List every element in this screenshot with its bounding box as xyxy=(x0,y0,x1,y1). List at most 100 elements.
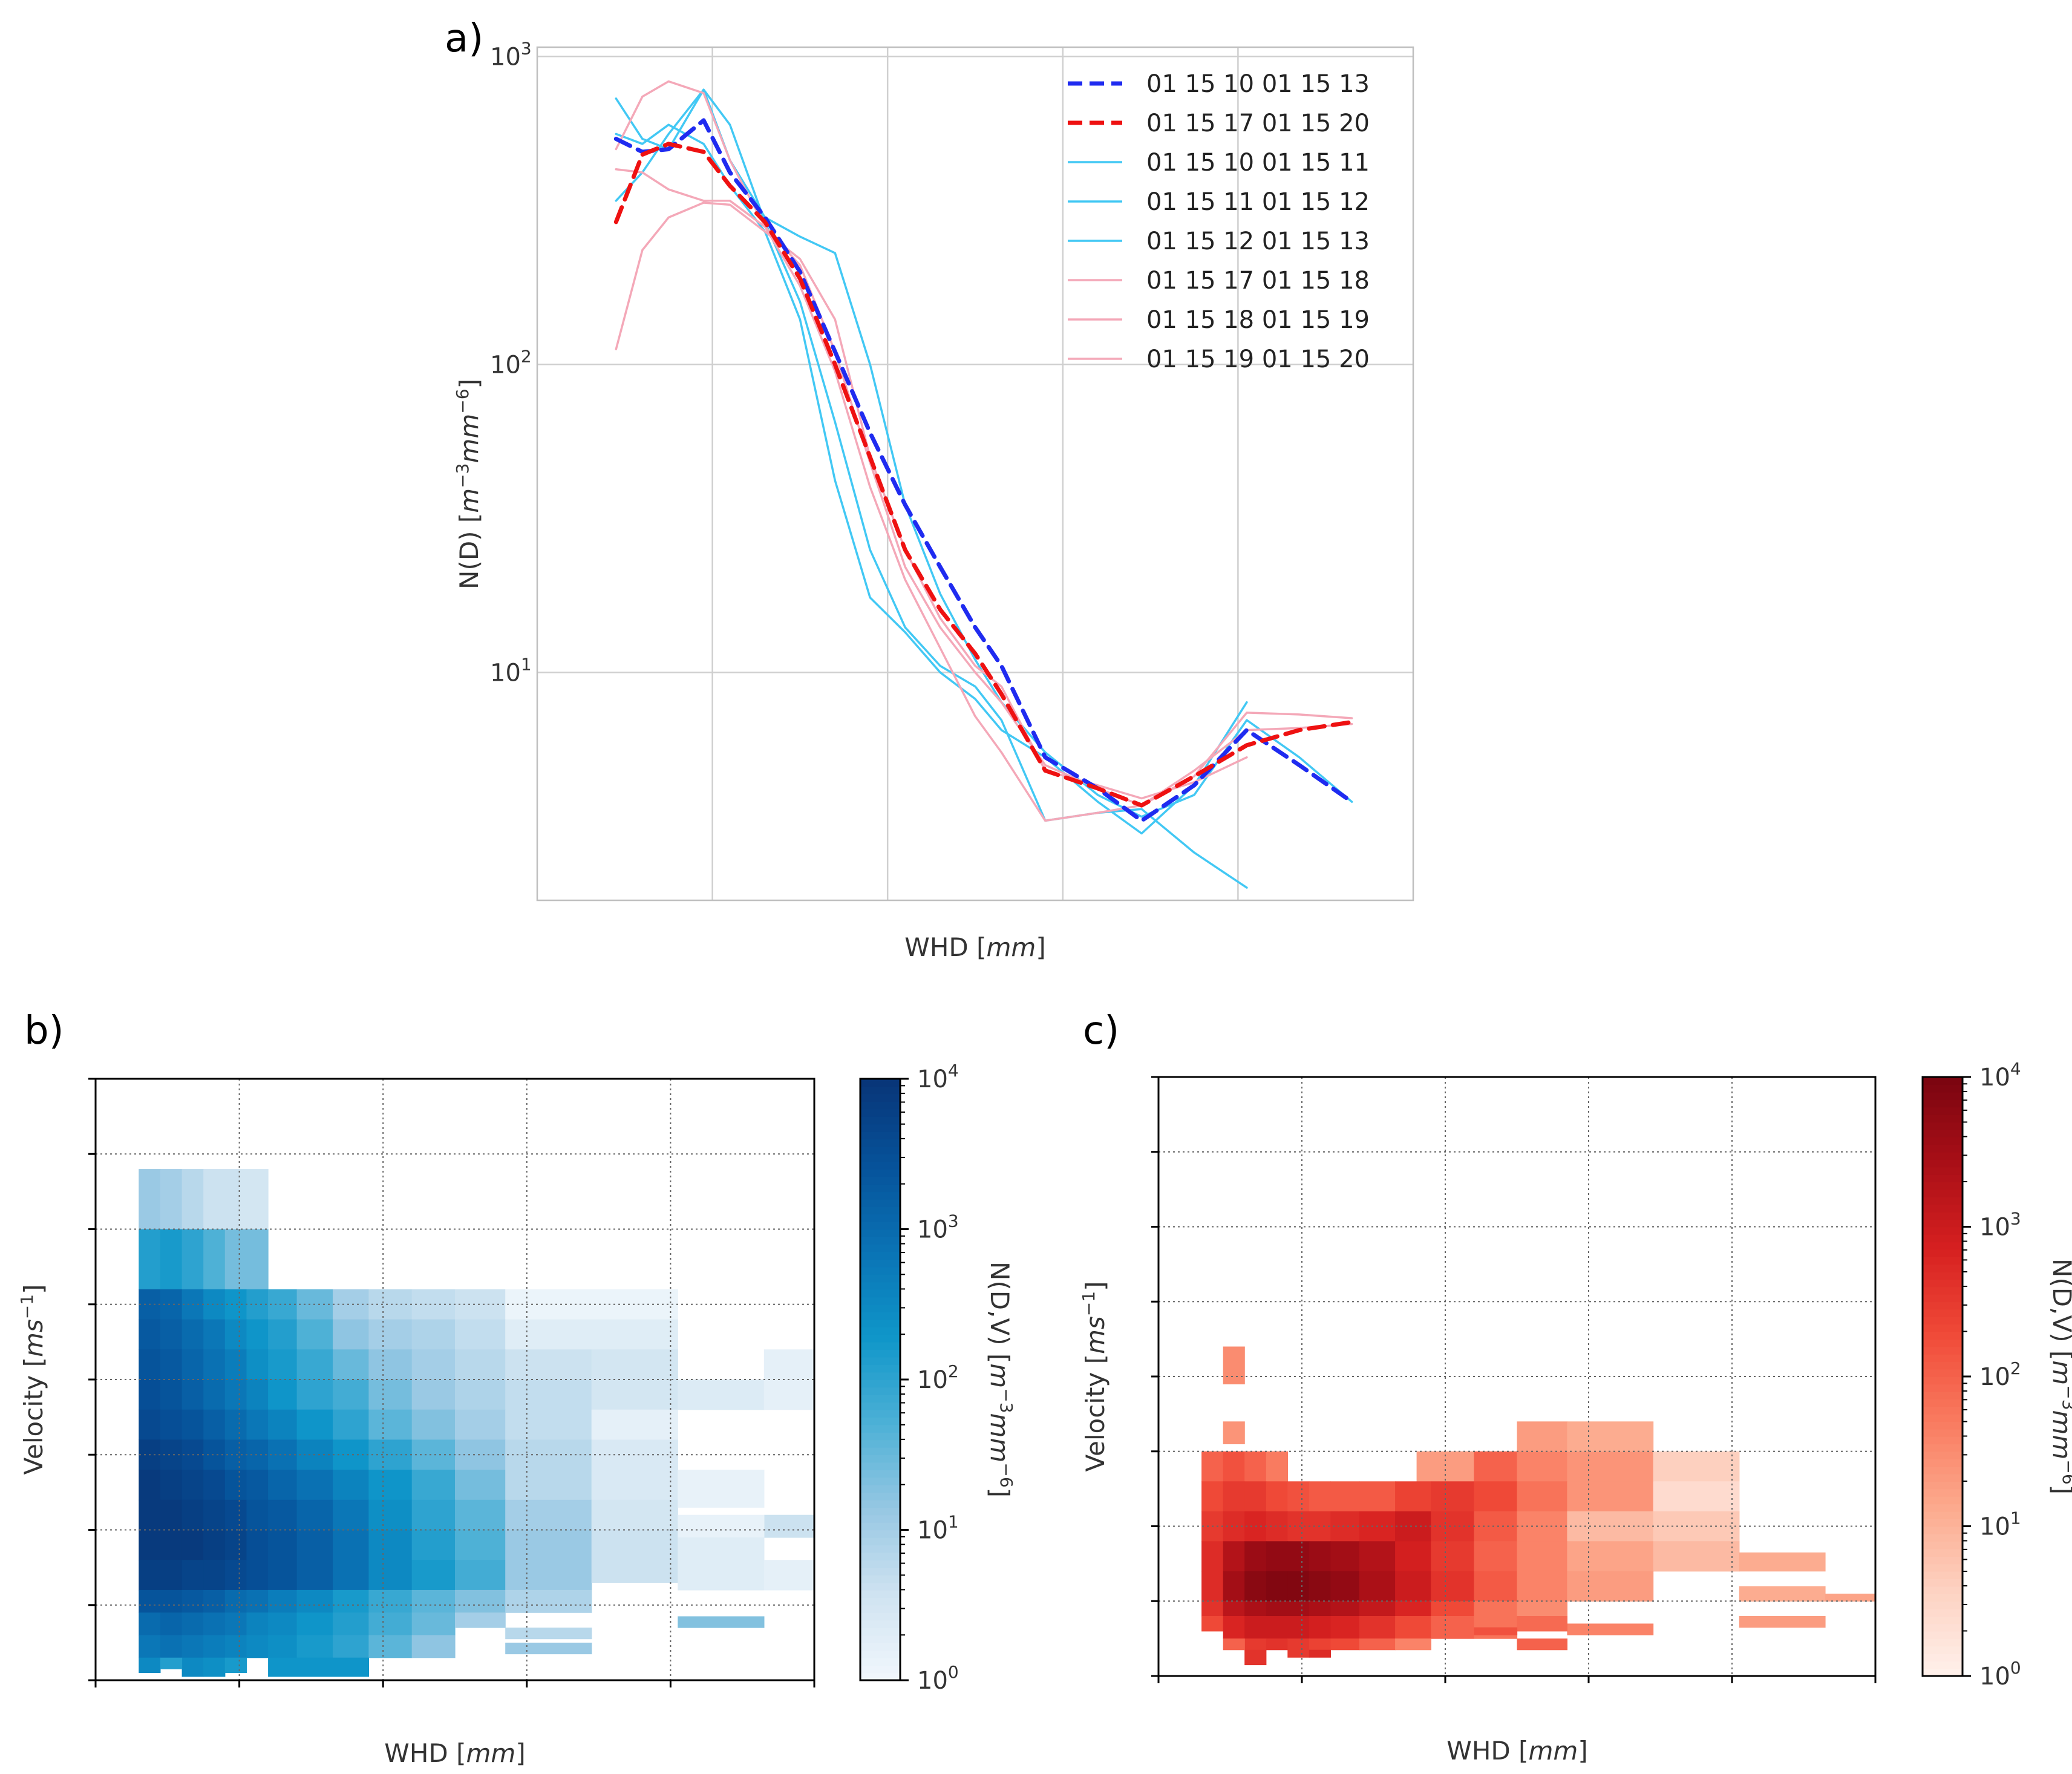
heatmap-cell xyxy=(411,1319,456,1350)
colorbar-step xyxy=(860,1605,900,1613)
colorbar-step xyxy=(1923,1257,1963,1265)
y-tick-label-base: 10 xyxy=(490,351,521,379)
heatmap-cell xyxy=(1223,1481,1245,1512)
heatmap-cell xyxy=(181,1589,204,1613)
heatmap-cell xyxy=(333,1612,369,1636)
colorbar-step xyxy=(860,1251,900,1260)
colorbar-step xyxy=(860,1589,900,1599)
heatmap-cell xyxy=(268,1470,298,1501)
heatmap-cell xyxy=(333,1589,369,1613)
heatmap-cell xyxy=(1359,1541,1396,1572)
heatmap-cell xyxy=(1287,1638,1310,1651)
panel-c: c) WHD [mm] Velocity [ms−1] 100101102103… xyxy=(1079,1009,2072,1766)
colorbar-step xyxy=(860,1312,900,1320)
colorbar-step xyxy=(860,1206,900,1215)
heatmap-cell xyxy=(1244,1649,1267,1666)
heatmap-cell xyxy=(224,1530,247,1560)
heatmap-cell xyxy=(268,1530,298,1560)
heatmap-cell xyxy=(139,1380,161,1410)
heatmap-cell xyxy=(1395,1638,1431,1651)
colorbar-step xyxy=(860,1409,900,1418)
colorbar-step xyxy=(860,1545,900,1553)
heatmap-cell xyxy=(160,1319,183,1350)
heatmap-cell xyxy=(1517,1541,1567,1572)
heatmap-cell xyxy=(296,1319,333,1350)
heatmap-cell xyxy=(1223,1638,1245,1651)
heatmap-cell xyxy=(203,1349,226,1380)
heatmap-cell xyxy=(1287,1481,1310,1512)
legend: 01 15 10 01 15 13 01 15 17 01 15 20 01 15 … xyxy=(1068,70,1370,373)
colorbar-step xyxy=(860,1086,900,1095)
heatmap-cell xyxy=(246,1319,269,1350)
heatmap-cell xyxy=(203,1657,226,1677)
heatmap-cell xyxy=(139,1499,161,1531)
heatmap-cell xyxy=(1201,1616,1224,1632)
colorbar-step xyxy=(1923,1593,1963,1602)
heatmap-cell xyxy=(505,1470,592,1501)
heatmap-cell xyxy=(203,1499,226,1531)
heatmap-cell xyxy=(268,1499,298,1531)
colorbar-step xyxy=(1923,1406,1963,1415)
heatmap-cell xyxy=(1223,1616,1245,1639)
panel-label-a: a) xyxy=(445,16,483,61)
heatmap-cell xyxy=(268,1589,298,1613)
heatmap-cell xyxy=(1287,1541,1310,1572)
colorbar-step xyxy=(1923,1286,1963,1295)
heatmap-cell xyxy=(1431,1616,1474,1639)
colorbar-step xyxy=(1923,1242,1963,1250)
colorbar-step xyxy=(860,1484,900,1493)
heatmap-cell xyxy=(160,1657,183,1669)
heatmap-cell xyxy=(591,1380,678,1410)
colorbar-step xyxy=(860,1507,900,1516)
heatmap-cell xyxy=(333,1560,369,1591)
heatmap-cell xyxy=(1395,1601,1431,1617)
heatmap-cell xyxy=(160,1499,183,1531)
heatmap-cell xyxy=(139,1319,161,1350)
heatmap-cell xyxy=(1739,1586,1826,1602)
heatmap-cell xyxy=(203,1319,226,1350)
heatmap-cell xyxy=(411,1409,456,1440)
heatmap-cell xyxy=(1567,1451,1654,1482)
series-line-1 xyxy=(613,142,1355,808)
heatmap-cell xyxy=(763,1514,815,1538)
heatmap-cell xyxy=(1201,1571,1224,1602)
heatmap-cell xyxy=(160,1380,183,1410)
colorbar-step xyxy=(1923,1369,1963,1377)
colorbar-step xyxy=(1923,1219,1963,1228)
colorbar-tick-label-exp: 2 xyxy=(2010,1358,2021,1378)
colorbar-step xyxy=(1923,1249,1963,1257)
heatmap-cell xyxy=(160,1560,183,1591)
colorbar-step xyxy=(860,1380,900,1388)
heatmap-cell xyxy=(181,1657,204,1677)
heatmap-cell xyxy=(1223,1541,1245,1572)
heatmap-cell xyxy=(1431,1571,1474,1602)
colorbar-tick-label-exp: 3 xyxy=(2010,1209,2021,1229)
heatmap-cell xyxy=(1244,1601,1267,1617)
colorbar-label: N(D,V) [m−3mm−6] xyxy=(985,1262,1016,1497)
colorbar-tick-label: 102 xyxy=(917,1361,959,1394)
heatmap-cell xyxy=(368,1319,413,1350)
colorbar-step xyxy=(1923,1563,1963,1572)
heatmap-cell xyxy=(203,1229,226,1290)
heatmap-cell xyxy=(678,1470,765,1508)
heatmap-cell xyxy=(1309,1616,1331,1639)
heatmap-cell xyxy=(160,1349,183,1380)
colorbar-step xyxy=(1923,1309,1963,1317)
heatmap-cell xyxy=(1244,1616,1267,1639)
colorbar-tick-label-exp: 0 xyxy=(2010,1658,2021,1678)
heatmap-cell xyxy=(203,1560,226,1591)
colorbar-step xyxy=(860,1567,900,1576)
colorbar-step xyxy=(860,1455,900,1463)
heatmap-cell xyxy=(246,1530,269,1560)
heatmap-cell xyxy=(224,1589,247,1613)
colorbar-step xyxy=(1923,1084,1963,1093)
colorbar-step xyxy=(1923,1631,1963,1639)
heatmap-cell xyxy=(455,1319,506,1350)
heatmap-cell xyxy=(505,1499,592,1531)
y-axis-label-b: Velocity [ms−1] xyxy=(17,1285,48,1475)
heatmap-cell xyxy=(1287,1571,1310,1602)
heatmap-cell xyxy=(1244,1638,1267,1651)
heatmap-cell xyxy=(455,1560,506,1591)
heatmap-cell xyxy=(591,1349,678,1380)
heatmap-cell xyxy=(1395,1616,1431,1639)
